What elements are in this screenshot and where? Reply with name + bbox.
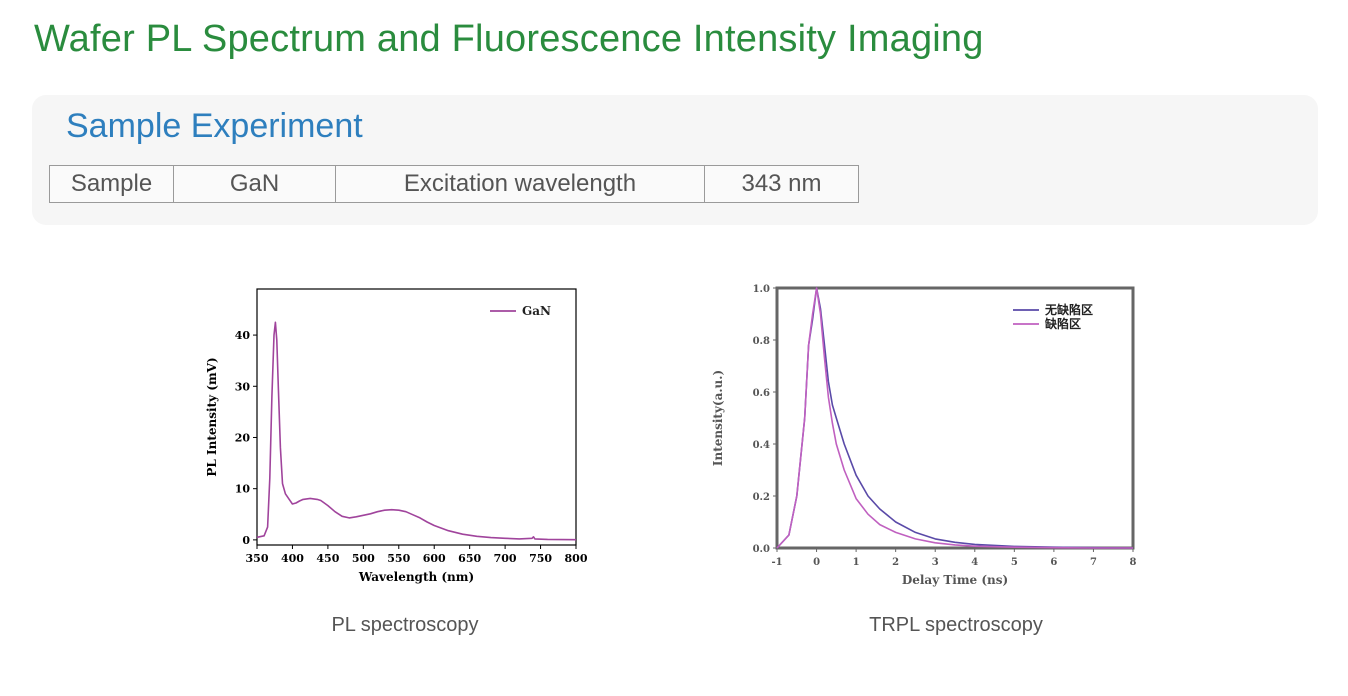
y-tick-label: 0.8 xyxy=(753,336,770,347)
sample-experiment-panel: Sample Experiment Sample GaN Excitation … xyxy=(32,95,1318,225)
x-axis-label: Delay Time (ns) xyxy=(902,573,1008,587)
legend-label: 无缺陷区 xyxy=(1044,302,1093,317)
y-tick-label: 0.4 xyxy=(753,440,770,451)
x-tick-label: 6 xyxy=(1050,557,1057,568)
x-tick-label: 8 xyxy=(1130,557,1137,568)
x-tick-label: 350 xyxy=(246,552,269,565)
x-tick-label: 400 xyxy=(281,552,304,565)
x-tick-label: 3 xyxy=(932,557,939,568)
plot-frame xyxy=(775,286,1135,550)
excitation-label-cell: Excitation wavelength xyxy=(335,165,705,203)
x-tick-label: 0 xyxy=(813,557,820,568)
x-tick-label: 450 xyxy=(316,552,339,565)
pl-spectrum-chart: 350 400 450 500 550 600 650 700 750 800 0 10 20 30 40 W… xyxy=(205,288,588,584)
sample-info-table: Sample GaN Excitation wavelength 343 nm xyxy=(49,165,859,203)
x-tick-label: 4 xyxy=(971,557,978,568)
x-tick-label: 7 xyxy=(1090,557,1097,568)
series-line-1 xyxy=(256,321,577,541)
excitation-value-cell: 343 nm xyxy=(704,165,859,203)
trpl-chart-caption: TRPL spectroscopy xyxy=(869,614,1043,636)
x-tick-label: 600 xyxy=(423,552,446,565)
y-tick-label: 0 xyxy=(242,534,250,547)
x-tick-label: 550 xyxy=(387,552,410,565)
sample-value-cell: GaN xyxy=(173,165,336,203)
y-tick-label: 30 xyxy=(235,380,251,393)
plot-frame xyxy=(256,288,577,546)
page-title: Wafer PL Spectrum and Fluorescence Inten… xyxy=(34,18,984,60)
y-tick-label: 20 xyxy=(235,431,251,444)
y-tick-label: 0.0 xyxy=(753,544,770,555)
trpl-chart: -1 0 1 2 3 4 5 6 7 8 0.0 0.2 0.4 0.6 0.8 1.0 Delay Time … xyxy=(711,284,1137,587)
x-tick-label: 1 xyxy=(853,557,860,568)
x-axis-label: Wavelength (nm) xyxy=(358,570,474,584)
sample-experiment-heading: Sample Experiment xyxy=(66,107,363,145)
x-tick-label: 5 xyxy=(1011,557,1018,568)
y-tick-label: 0.6 xyxy=(753,388,770,399)
y-tick-label: 10 xyxy=(235,483,251,496)
x-tick-label: 500 xyxy=(352,552,375,565)
y-tick-label: 0.2 xyxy=(753,492,770,503)
pl-chart-caption: PL spectroscopy xyxy=(331,614,479,636)
y-tick-label: 40 xyxy=(235,329,251,342)
sample-label-cell: Sample xyxy=(49,165,174,203)
legend-label: 缺陷区 xyxy=(1045,316,1081,331)
x-tick-label: 650 xyxy=(458,552,481,565)
x-tick-label: 2 xyxy=(892,557,899,568)
y-axis-label: Intensity(a.u.) xyxy=(711,370,725,466)
legend-label: GaN xyxy=(522,304,551,318)
x-tick-label: 700 xyxy=(494,552,517,565)
y-axis-label: PL Intensity (mV) xyxy=(205,357,219,476)
y-tick-label: 1.0 xyxy=(753,284,770,295)
series-line-2 xyxy=(776,287,1133,549)
x-tick-label: 800 xyxy=(565,552,588,565)
x-tick-label: -1 xyxy=(771,557,782,568)
table-row: Sample GaN Excitation wavelength 343 nm xyxy=(49,165,859,203)
x-tick-label: 750 xyxy=(529,552,552,565)
